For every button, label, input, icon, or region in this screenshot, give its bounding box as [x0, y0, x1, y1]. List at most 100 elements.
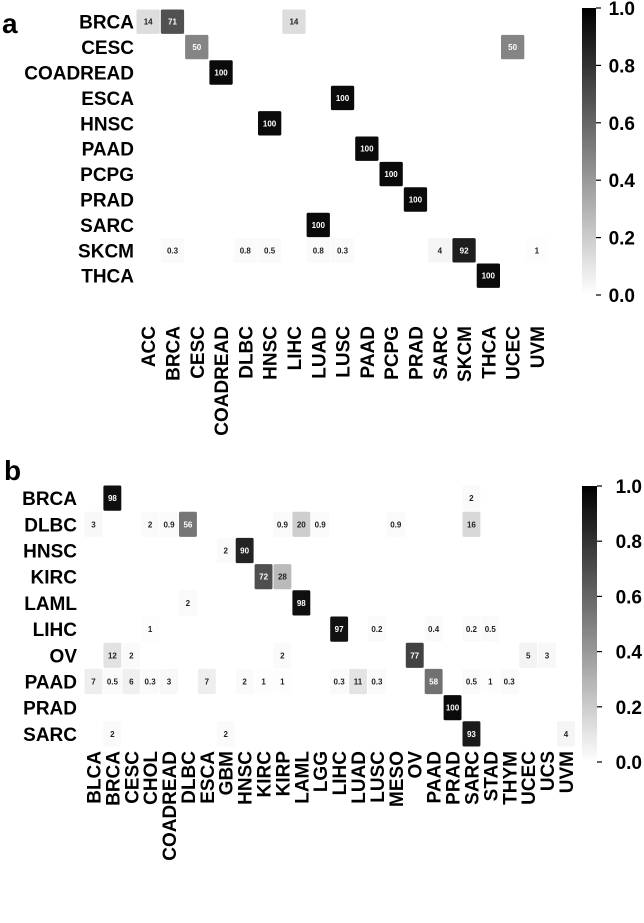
colorbar-tick-label: 0.4	[616, 643, 643, 664]
column-label: UVM	[557, 751, 578, 793]
heatmap-cell	[379, 161, 403, 187]
column-label: KIRC	[255, 751, 276, 798]
heatmap-cell	[254, 564, 273, 590]
column-label: BRCA	[164, 326, 185, 381]
column-label: MESO	[387, 751, 408, 807]
heatmap-cell	[258, 238, 282, 263]
column-label: THCA	[479, 326, 500, 379]
cell-value-label: 2	[223, 730, 228, 739]
cell-value-label: 0.3	[337, 246, 349, 255]
heatmap-cell	[355, 136, 379, 161]
row-label: THCA	[81, 267, 134, 288]
heatmap-cell	[141, 668, 160, 695]
heatmap-cell	[273, 511, 292, 537]
cell-value-label: 100	[482, 272, 496, 281]
cell-value-label: 3	[91, 520, 96, 529]
column-label: PRAD	[444, 751, 465, 805]
column-label: ACC	[139, 326, 160, 367]
heatmap-cell	[209, 60, 233, 85]
cell-value-label: 92	[460, 246, 469, 255]
cell-value-label: 1	[280, 678, 285, 687]
heatmap-cell	[405, 642, 424, 668]
row-label: BRCA	[79, 13, 134, 34]
heatmap-cell	[273, 642, 292, 668]
heatmap-cell	[235, 537, 254, 564]
cell-value-label: 20	[297, 520, 306, 529]
row-label: PCPG	[80, 165, 134, 186]
cell-value-label: 2	[223, 547, 228, 556]
heatmap-cell	[481, 616, 500, 642]
heatmap-cell	[84, 668, 103, 695]
column-label: LAML	[292, 751, 313, 804]
row-label: SARC	[23, 725, 77, 746]
row-label: BRCA	[22, 489, 77, 510]
heatmap-cell	[179, 590, 197, 616]
cell-value-label: 7	[205, 678, 210, 687]
heatmap-cell	[311, 511, 330, 537]
cell-value-label: 100	[409, 196, 423, 205]
column-label: LUSC	[334, 326, 355, 378]
cell-value-label: 93	[467, 730, 476, 739]
cell-value-label: 0.8	[240, 246, 252, 255]
column-label: LIHC	[330, 751, 351, 796]
cell-value-label: 1	[261, 678, 266, 687]
heatmap-cell	[216, 537, 235, 564]
heatmap-cell	[330, 668, 349, 695]
cell-value-label: 0.5	[466, 678, 478, 687]
heatmap-cell	[160, 238, 185, 263]
cell-value-label: 0.2	[466, 625, 478, 634]
heatmap-cell	[501, 34, 525, 60]
row-label: COADREAD	[24, 64, 134, 85]
column-label: COADREAD	[160, 751, 181, 861]
heatmap-cell	[141, 616, 160, 642]
cell-value-label: 14	[289, 18, 298, 27]
row-label: OV	[50, 646, 78, 667]
cell-value-label: 0.5	[107, 678, 119, 687]
heatmap-cell	[160, 9, 185, 34]
heatmap-cell	[216, 721, 235, 747]
colorbar-tick-label: 0.0	[609, 286, 635, 307]
column-label: BRCA	[103, 751, 124, 806]
cell-value-label: 100	[336, 94, 350, 103]
row-label: LAML	[24, 594, 77, 615]
column-label: LIHC	[285, 326, 306, 371]
cell-value-label: 14	[144, 18, 153, 27]
column-label: BLCA	[85, 751, 106, 804]
column-label: UCEC	[504, 326, 525, 380]
cell-value-label: 71	[168, 18, 177, 27]
heatmap-cell	[368, 616, 386, 642]
column-label: OV	[406, 751, 427, 779]
heatmap-cell	[476, 263, 500, 288]
row-label: KIRC	[31, 568, 78, 589]
cell-value-label: 2	[186, 599, 191, 608]
column-label: STAD	[481, 751, 502, 801]
heatmap-cell	[538, 642, 556, 668]
row-label: PRAD	[80, 191, 134, 212]
cell-value-label: 72	[259, 573, 268, 582]
cell-value-label: 6	[129, 678, 134, 687]
cell-value-label: 97	[335, 625, 344, 634]
heatmap-cell	[273, 668, 292, 695]
cell-value-label: 3	[167, 678, 172, 687]
cell-value-label: 0.3	[145, 678, 157, 687]
row-label: DLBC	[24, 515, 77, 536]
heatmap-cell	[481, 668, 500, 695]
cell-value-label: 2	[469, 494, 474, 503]
heatmap-cell	[160, 511, 178, 537]
colorbar-tick-label: 0.0	[616, 753, 642, 774]
cell-value-label: 2	[148, 520, 153, 529]
cell-value-label: 12	[108, 651, 117, 660]
heatmap-cell	[235, 668, 254, 695]
cell-value-label: 0.3	[334, 678, 346, 687]
panel-letter-a: a	[2, 8, 18, 39]
heatmap-cell	[306, 212, 330, 238]
cell-value-label: 98	[297, 599, 306, 608]
heatmap-cell	[500, 668, 519, 695]
row-label: PAAD	[25, 673, 77, 694]
column-label: HNSC	[261, 326, 282, 380]
heatmap-cell	[462, 511, 481, 537]
column-label: PCPG	[382, 326, 403, 380]
column-label: UCEC	[519, 751, 540, 805]
